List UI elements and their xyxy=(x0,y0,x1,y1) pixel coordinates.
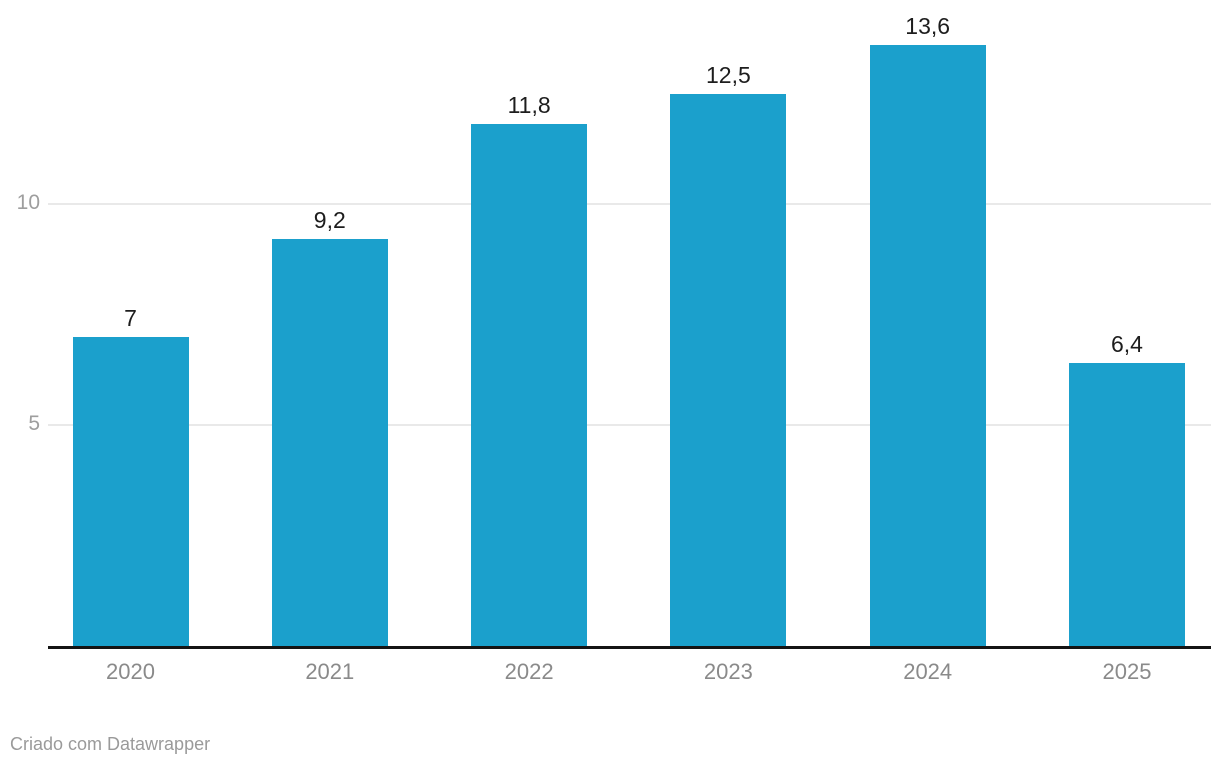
y-axis-tick-label: 10 xyxy=(16,191,40,214)
bar-2020[interactable] xyxy=(72,336,189,646)
x-axis-tick-label: 2022 xyxy=(504,659,554,684)
chart-footer: Criado com Datawrapper xyxy=(10,734,210,755)
x-axis-tick-label: 2024 xyxy=(903,659,953,684)
bar-value-label: 9,2 xyxy=(313,207,346,234)
bar-value-label: 13,6 xyxy=(905,12,951,39)
y-axis-tick-label: 5 xyxy=(28,412,40,435)
gridline xyxy=(48,203,1211,205)
x-axis-tick-label: 2025 xyxy=(1102,659,1152,684)
bar-2025[interactable] xyxy=(1069,363,1185,646)
bar-value-label: 12,5 xyxy=(706,61,751,88)
bar-value-label: 11,8 xyxy=(507,92,551,119)
gridline xyxy=(48,424,1211,426)
x-axis-tick-label: 2020 xyxy=(106,659,155,684)
bar-value-label: 7 xyxy=(124,304,137,331)
x-axis-tick-label: 2021 xyxy=(305,659,355,684)
bar-2022[interactable] xyxy=(471,124,588,646)
x-axis-line xyxy=(48,646,1211,649)
x-axis-tick-label: 2023 xyxy=(703,659,753,684)
bar-2021[interactable] xyxy=(271,239,388,646)
bar-2024[interactable] xyxy=(869,44,986,646)
attribution-link[interactable]: Criado com Datawrapper xyxy=(10,734,211,754)
bar-2023[interactable] xyxy=(670,93,787,646)
bar-value-label: 6,4 xyxy=(1111,331,1143,358)
